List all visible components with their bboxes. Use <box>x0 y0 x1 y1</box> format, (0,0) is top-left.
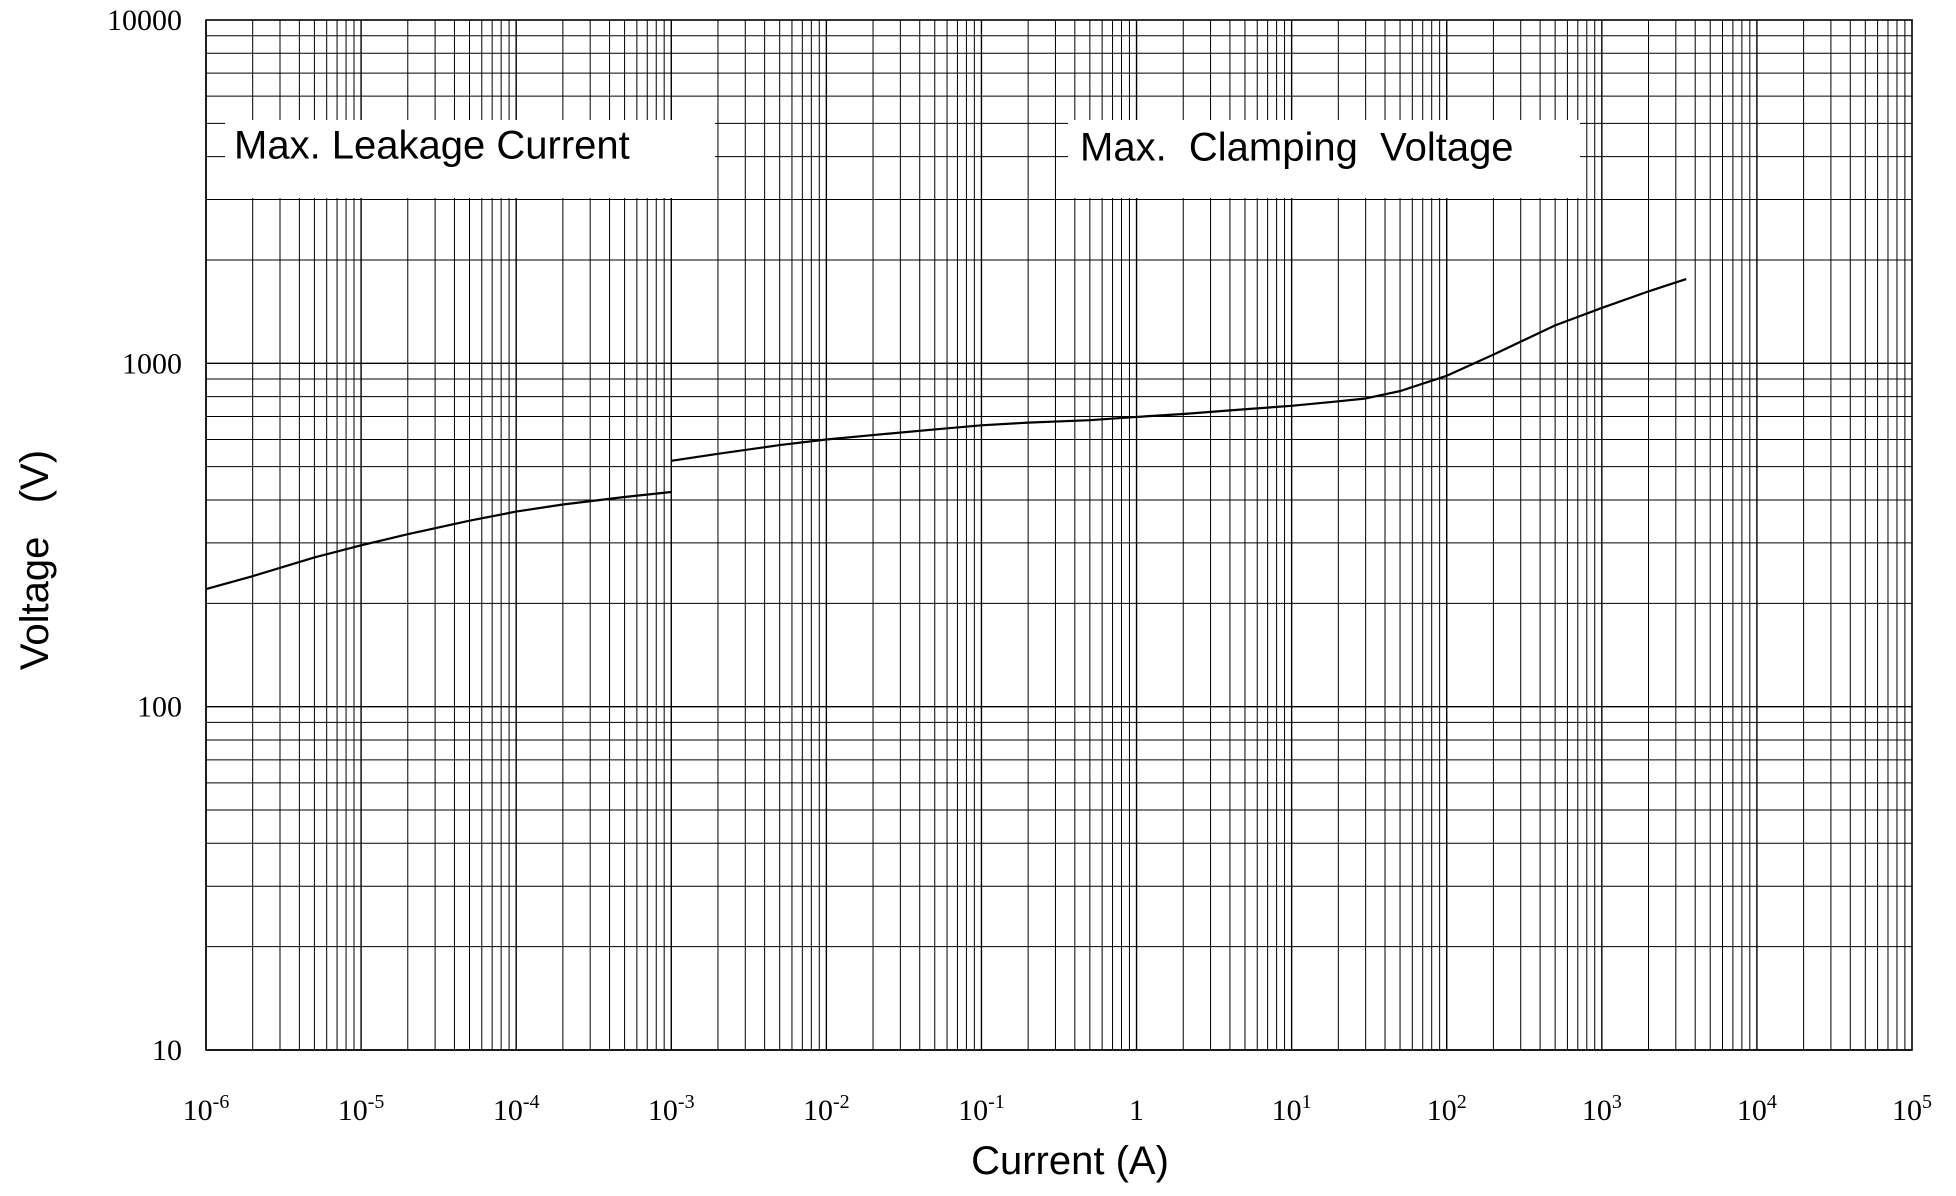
series-line-2 <box>671 277 1687 462</box>
x-tick-label: 104 <box>1737 1091 1777 1127</box>
x-tick-label: 10-2 <box>803 1091 850 1127</box>
y-tick-label: 100 <box>137 691 182 724</box>
x-tick-label: 105 <box>1892 1091 1932 1127</box>
series-layer <box>205 277 1687 591</box>
x-tick-labels: 10-6 10-5 10-4 10-3 10-2 10-1 1 101 102 103 104 105 <box>183 1091 1932 1127</box>
annotation-clamping-bg <box>1068 120 1580 198</box>
y-axis-label: Voltage (V) <box>13 450 57 670</box>
y-tick-label: 10000 <box>107 4 182 37</box>
annotation-clamping-label: Max. Clamping Voltage <box>1080 126 1514 170</box>
x-tick-label: 10-6 <box>183 1091 230 1127</box>
annotation-leakage: Max. Leakage Current <box>225 120 715 198</box>
x-axis-label: Current (A) <box>971 1139 1169 1183</box>
x-tick-label: 10-4 <box>493 1091 540 1127</box>
x-tick-label: 10-3 <box>648 1091 695 1127</box>
y-tick-label: 1000 <box>122 347 182 380</box>
y-tick-labels: 10 100 1000 10000 <box>107 4 182 1067</box>
x-tick-label: 1 <box>1129 1094 1144 1127</box>
x-tick-label: 10-5 <box>338 1091 385 1127</box>
plot-frame <box>205 19 1913 1051</box>
annotation-leakage-label: Max. Leakage Current <box>234 124 630 168</box>
x-tick-label: 102 <box>1427 1091 1467 1127</box>
x-tick-label: 103 <box>1582 1091 1622 1127</box>
x-tick-label: 101 <box>1272 1091 1312 1127</box>
series-line-1 <box>205 490 672 591</box>
y-tick-label: 10 <box>152 1034 182 1067</box>
annotation-clamping: Max. Clamping Voltage <box>1068 120 1580 198</box>
x-tick-label: 10-1 <box>958 1091 1005 1127</box>
annotation-leakage-bg <box>225 120 715 198</box>
